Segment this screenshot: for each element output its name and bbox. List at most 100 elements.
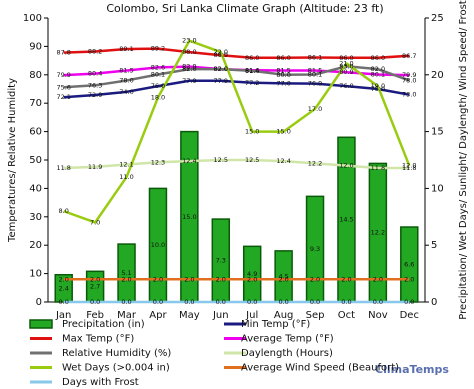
value-label: 81.5 [308, 67, 322, 75]
x-tick-label: Jun [212, 310, 229, 321]
value-label: 22.0 [214, 48, 228, 56]
value-label: 80.1 [371, 71, 385, 79]
value-label: 2.0 [310, 275, 320, 283]
value-label: 12.0 [402, 162, 416, 170]
value-label: 82.0 [182, 65, 196, 73]
value-label: 72.9 [88, 91, 102, 99]
legend-label: Precipitation (in) [62, 319, 145, 330]
value-label: 2.0 [90, 275, 100, 283]
value-label: 86.0 [276, 54, 290, 62]
x-tick-label: Oct [338, 310, 355, 321]
line [63, 47, 410, 60]
legend-label: Average Temp (°F) [241, 334, 334, 345]
value-label: 7.3 [216, 257, 226, 265]
value-label: 2.0 [373, 275, 383, 283]
value-label: 89.1 [119, 45, 133, 53]
value-label: 0.0 [121, 298, 131, 306]
value-label: 86.0 [339, 54, 353, 62]
value-label: 86.0 [371, 54, 385, 62]
value-label: 18.0 [151, 94, 165, 102]
y2-tick-label: 10 [431, 183, 444, 194]
y2-tick-label: 15 [431, 127, 444, 138]
value-label: 82.0 [371, 65, 385, 73]
value-label: 23.0 [182, 37, 196, 45]
value-label: 80.1 [151, 71, 165, 79]
value-label: 12.0 [339, 162, 353, 170]
value-label: 2.7 [90, 283, 100, 291]
value-label: 75.6 [56, 83, 70, 91]
value-label: 4.9 [247, 270, 257, 278]
value-label: 79.9 [56, 71, 70, 79]
value-label: 76.9 [308, 80, 322, 88]
x-tick-label: Jan [55, 310, 71, 321]
x-tick-label: Mar [117, 310, 137, 321]
value-label: 12.2 [371, 229, 385, 237]
value-label: 19.0 [371, 82, 385, 90]
line [63, 79, 410, 99]
x-tick-label: Dec [400, 310, 419, 321]
value-label: 75.0 [371, 85, 385, 93]
y-tick-label: 0 [36, 297, 42, 308]
value-label: 0.0 [278, 298, 288, 306]
value-label: 81.6 [245, 66, 259, 74]
x-tick-label: Apr [149, 310, 167, 321]
legend-label: Wet Days (>0.004 in) [62, 363, 170, 374]
value-label: 77.9 [214, 77, 228, 85]
value-label: 0.0 [59, 298, 69, 306]
value-label: 79.9 [402, 71, 416, 79]
value-label: 77.9 [182, 77, 196, 85]
y-tick-label: 90 [29, 41, 42, 52]
value-label: 88.2 [88, 48, 102, 56]
value-label: 0.0 [247, 298, 257, 306]
value-label: 7.0 [90, 218, 100, 226]
x-tick-label: Sep [306, 310, 325, 321]
value-label: 11.8 [371, 164, 385, 172]
legend-label: Days with Frost [62, 377, 139, 388]
y-tick-label: 30 [29, 212, 42, 223]
branding: ClimaTemps [375, 363, 449, 376]
y-tick-label: 20 [29, 240, 42, 251]
y-tick-label: 60 [29, 127, 42, 138]
legend-label: Daylength (Hours) [241, 348, 333, 359]
value-label: 14.5 [339, 216, 353, 224]
value-label: 80.0 [276, 71, 290, 79]
value-label: 5.1 [121, 269, 131, 277]
value-label: 77.2 [245, 79, 259, 87]
value-label: 0.0 [153, 298, 163, 306]
value-label: 11.8 [56, 164, 70, 172]
value-label: 15.0 [245, 128, 259, 136]
y-tick-label: 70 [29, 98, 42, 109]
value-label: 11.8 [402, 164, 416, 172]
value-label: 0.0 [341, 298, 351, 306]
value-label: 73.0 [402, 91, 416, 99]
y-tick-label: 50 [29, 155, 42, 166]
value-label: 76.0 [339, 82, 353, 90]
x-tick-label: Nov [368, 310, 388, 321]
value-label: 2.0 [404, 275, 414, 283]
value-label: 9.3 [310, 245, 320, 253]
value-label: 12.2 [308, 159, 322, 167]
y2-tick-label: 0 [431, 297, 437, 308]
value-label: 21.0 [339, 59, 353, 67]
value-label: 80.9 [339, 68, 353, 76]
value-label: 15.0 [276, 128, 290, 136]
legend-label: Min Temp (°F) [241, 319, 310, 330]
value-label: 72.1 [56, 93, 70, 101]
value-label: 89.2 [151, 45, 165, 53]
value-label: 17.0 [308, 105, 322, 113]
legend-label: Relative Humidity (%) [62, 348, 171, 359]
line [63, 158, 410, 170]
legend-label: Average Wind Speed (Beaufort) [241, 363, 399, 374]
value-label: 87.8 [56, 49, 70, 57]
y-tick-label: 10 [29, 269, 42, 280]
x-tick-label: May [179, 310, 200, 321]
y2-tick-label: 25 [431, 13, 444, 24]
value-label: 2.4 [59, 284, 69, 292]
value-label: 0.0 [90, 298, 100, 306]
y-axis-label: Temperatures/ Relative Humidity [7, 78, 18, 243]
value-label: 81.4 [245, 67, 259, 75]
value-label: 0.0 [404, 298, 414, 306]
bar [400, 226, 419, 303]
value-label: 82.9 [182, 63, 196, 71]
